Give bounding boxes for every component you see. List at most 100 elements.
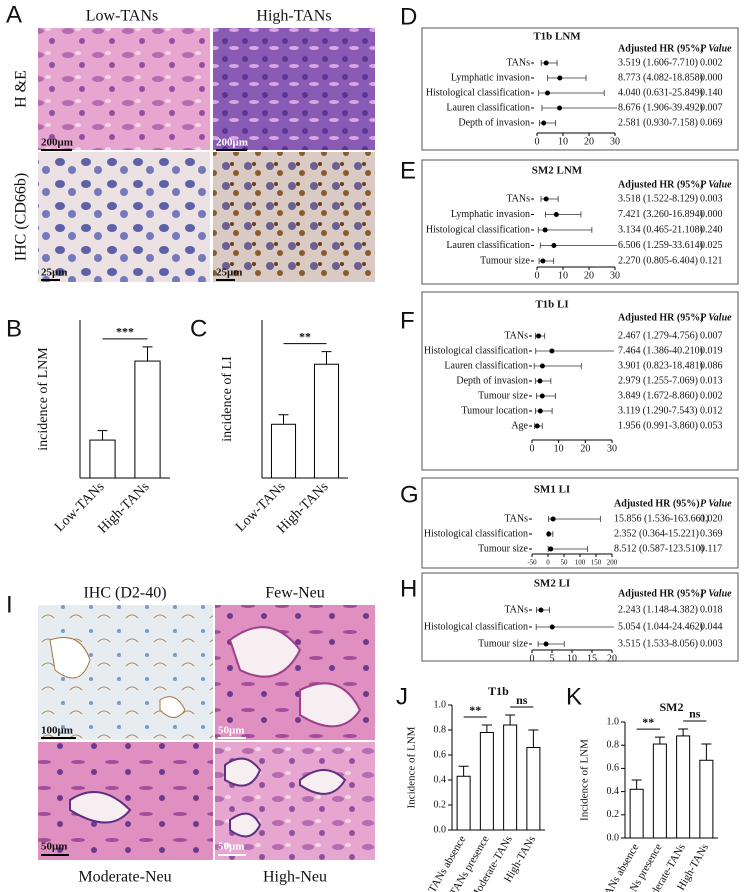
confidence-interval: [548, 516, 601, 522]
significance-label: ns: [689, 707, 701, 721]
vessel: [49, 637, 186, 718]
image-title: IHC (D2-40): [83, 585, 166, 602]
x-tick-label: 30: [610, 136, 620, 147]
panel-frame: [421, 159, 739, 285]
row-label: Histological classification: [424, 345, 528, 356]
x-tick-label: 0: [530, 443, 535, 454]
hr-label: 1.956 (0.991-3.860): [618, 420, 698, 431]
row-label: Histological classification: [424, 621, 528, 632]
image-title: Moderate-Neu: [78, 869, 171, 886]
y-axis-label: incidence of LI: [220, 356, 235, 442]
panel-letter: B: [6, 315, 22, 342]
point-estimate: [539, 393, 545, 399]
p-value: 0.369: [700, 528, 723, 539]
error-bar: [278, 414, 289, 425]
error-bar: [678, 728, 689, 736]
y-axis-label: Incidence of LNM: [406, 726, 418, 808]
row-label: TANs: [506, 57, 530, 68]
panel-letter: F: [400, 307, 415, 334]
hr-label: 2.270 (0.805-6.404): [618, 255, 698, 266]
point-estimate: [548, 546, 554, 552]
bar: [676, 735, 691, 839]
row-label: Lauren classification: [446, 102, 530, 113]
p-value: 0.053: [700, 420, 723, 431]
hr-label: 3.134 (0.465-21.108): [618, 224, 703, 235]
row-label: TANs: [504, 604, 528, 615]
p-value: 0.007: [700, 102, 723, 113]
x-tick-label: 30: [607, 443, 617, 454]
confidence-interval: [547, 75, 587, 81]
y-axis-label: Incidence of LNM: [579, 739, 591, 821]
p-value: 0.013: [700, 375, 723, 386]
hr-label: 2.243 (1.148-4.382): [618, 604, 698, 615]
scale-bar-label: 25μm: [41, 267, 67, 279]
p-value: 0.002: [700, 57, 723, 68]
bar: [479, 732, 494, 831]
hr-label: 2.352 (0.364-15.221): [614, 528, 699, 539]
panel-letter: I: [6, 591, 13, 618]
column-header: P Value: [700, 43, 732, 54]
error-bar: [631, 779, 642, 790]
bar: [313, 363, 340, 479]
scale-bar-label: 25μm: [216, 267, 242, 279]
row-label: TANs: [504, 513, 528, 524]
hr-label: 3.519 (1.606-7.710): [618, 57, 698, 68]
panel-letter: E: [400, 157, 416, 184]
hr-label: 8.512 (0.587-123.510): [614, 543, 704, 554]
row-label: Depth of invasion: [456, 375, 528, 386]
micrograph: [213, 28, 375, 150]
hr-label: 2.581 (0.930-7.158): [618, 117, 698, 128]
y-tick-label: 0.0: [434, 824, 447, 835]
significance-label: **: [642, 715, 654, 729]
x-tick-label: 10: [554, 443, 564, 454]
micrograph: [38, 28, 210, 150]
panel-letter: K: [566, 683, 582, 710]
panel-frame: [421, 291, 739, 471]
chart-title: SM1 LI: [534, 484, 570, 496]
y-tick-label: 0.4: [434, 774, 447, 785]
error-bar: [528, 729, 539, 748]
bar: [134, 360, 161, 479]
y-axis-label: incidence of LNM: [36, 347, 51, 451]
x-tick-label: 50: [561, 559, 569, 567]
point-estimate: [539, 363, 545, 369]
confidence-interval: [540, 60, 558, 66]
row-label: IHC (CD66b): [13, 173, 30, 261]
hr-label: 8.676 (1.906-39.492): [618, 102, 703, 113]
scale-bar-label: 50μm: [41, 841, 67, 853]
bar: [652, 743, 667, 839]
image-title: Few-Neu: [265, 585, 325, 602]
y-tick-label: 0.2: [434, 799, 447, 810]
hr-label: 8.773 (4.082-18.858): [618, 72, 703, 83]
hr-label: 3.901 (0.823-18.481): [618, 360, 703, 371]
hr-label: 3.515 (1.533-8.056): [618, 638, 698, 649]
chart-title: T1b LNM: [533, 31, 581, 43]
error-bar: [321, 351, 332, 365]
x-tick-label: 15: [587, 653, 597, 664]
p-value: 0.000: [700, 209, 723, 220]
point-estimate: [557, 75, 563, 81]
p-value: 0.007: [700, 330, 723, 341]
scale-bar-label: 200μm: [216, 137, 248, 149]
row-label: Depth of invasion: [458, 117, 530, 128]
y-tick-label: 1.0: [434, 699, 447, 710]
x-tick-label: 0: [530, 653, 535, 664]
row-label: Tumour size: [478, 638, 528, 649]
hr-label: 7.464 (1.386-40.210): [618, 345, 703, 356]
bar: [270, 423, 297, 479]
bar: [456, 775, 471, 831]
panel-letter: G: [400, 481, 419, 508]
x-tick-label: 20: [580, 443, 590, 454]
x-tick-label: 150: [591, 559, 602, 567]
significance-label: **: [299, 329, 311, 343]
image-title: High-Neu: [263, 869, 327, 886]
p-value: 0.003: [700, 638, 723, 649]
y-tick-label: 0.0: [607, 832, 620, 843]
p-value: 0.000: [700, 72, 723, 83]
error-bar: [701, 743, 712, 761]
vessel: [228, 626, 362, 728]
y-tick-label: 0.2: [607, 809, 620, 820]
row-label: Histological classification: [426, 224, 530, 235]
panel-letter: D: [400, 3, 417, 30]
p-value: 0.086: [700, 360, 723, 371]
